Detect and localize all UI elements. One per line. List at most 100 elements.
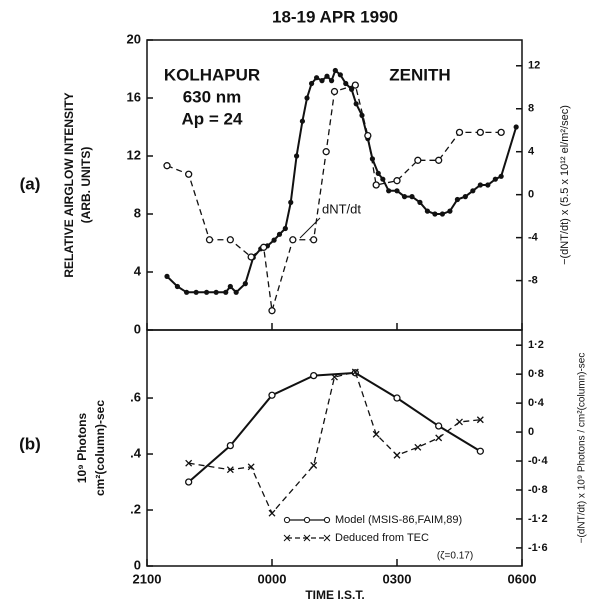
point <box>435 422 443 430</box>
annotation: Ap = 24 <box>182 109 243 128</box>
point <box>417 199 423 205</box>
y2-tick-label: 0·4 <box>528 397 545 409</box>
point <box>372 181 380 189</box>
series-line <box>166 68 518 294</box>
point <box>414 443 422 451</box>
point <box>409 194 415 200</box>
y-axis-label: 10⁹ Photons <box>75 412 89 483</box>
point <box>372 430 380 438</box>
point <box>227 283 233 290</box>
y2-tick-label: 4 <box>528 146 535 158</box>
point-x <box>247 463 255 471</box>
y2-tick-label: 0 <box>528 189 534 201</box>
point <box>226 441 234 450</box>
point <box>435 434 443 442</box>
title: 18-19 APR 1990 <box>272 7 398 26</box>
point <box>247 253 255 261</box>
point <box>375 170 381 176</box>
point-x <box>268 509 276 517</box>
y-tick-label: .4 <box>130 445 142 460</box>
annotation: 630 nm <box>183 87 242 106</box>
legend-marker <box>303 534 311 542</box>
point <box>174 283 181 290</box>
y-tick-label: .6 <box>130 389 141 404</box>
point <box>476 447 484 455</box>
point <box>293 153 300 159</box>
point-x <box>372 430 380 438</box>
panel-label: (a) <box>20 174 41 193</box>
point <box>432 211 438 217</box>
point <box>476 128 484 137</box>
point <box>247 463 255 471</box>
point <box>289 236 297 244</box>
y-tick-label: 16 <box>127 89 141 104</box>
point <box>310 461 318 469</box>
y-tick-label: 4 <box>134 263 142 278</box>
point-x <box>331 373 338 381</box>
point <box>351 81 359 89</box>
y2-tick-label: -1·6 <box>528 542 548 554</box>
point <box>233 289 239 295</box>
x-tick-label: 0300 <box>383 571 412 586</box>
point-x <box>185 459 193 467</box>
y-tick-label: 8 <box>134 205 141 220</box>
point <box>203 289 210 295</box>
point <box>439 211 446 217</box>
y-tick-label: 20 <box>127 31 141 46</box>
point <box>492 176 498 182</box>
point <box>185 170 193 178</box>
y-tick-label: 0 <box>134 321 141 336</box>
annotation: dNT/dt <box>322 201 361 216</box>
y-axis-label: RELATIVE AIRGLOW INTENSITY <box>62 92 76 277</box>
point <box>205 236 214 244</box>
point <box>393 394 401 402</box>
point <box>359 112 365 118</box>
point <box>260 243 268 251</box>
point <box>424 208 431 214</box>
point <box>282 225 288 232</box>
point <box>163 162 171 170</box>
point <box>213 289 219 295</box>
point <box>435 156 443 164</box>
point <box>454 196 461 203</box>
point <box>304 95 310 101</box>
point <box>185 478 193 486</box>
point <box>319 78 325 84</box>
point <box>310 236 318 244</box>
point <box>380 176 386 182</box>
y2-tick-label: 1·2 <box>528 339 544 351</box>
point <box>351 368 359 376</box>
point <box>331 373 338 381</box>
legend-marker <box>303 516 311 524</box>
y2-tick-label: 0·8 <box>528 368 544 380</box>
point <box>223 289 229 295</box>
point <box>183 289 190 295</box>
annotation: ZENITH <box>389 65 450 84</box>
y-tick-label: 12 <box>127 147 141 162</box>
y2-tick-label: 12 <box>528 60 540 72</box>
point <box>455 128 464 137</box>
legend-marker <box>283 534 291 542</box>
point <box>310 371 318 380</box>
point <box>324 73 330 79</box>
legend-note: (ζ=0.17) <box>437 551 473 562</box>
y-tick-label: .2 <box>130 501 141 516</box>
point <box>288 199 294 205</box>
point <box>322 148 330 156</box>
y2-axis-label: −(dNT/dt) x (5.5 x 10¹² el/m²/sec) <box>559 105 571 265</box>
point <box>497 128 505 137</box>
y-axis-label: (ARB. UNITS) <box>79 147 93 224</box>
y2-tick-label: 0 <box>528 426 534 438</box>
point <box>308 80 315 87</box>
point <box>447 208 453 214</box>
legend-label: Deduced from TEC <box>335 532 429 544</box>
x-tick-label: 0600 <box>508 571 537 586</box>
point-x <box>476 416 484 424</box>
point <box>164 273 170 279</box>
point <box>193 289 199 295</box>
legend-marker <box>323 534 331 542</box>
point <box>242 281 248 287</box>
x-axis-label: TIME I.S.T. <box>305 588 364 602</box>
point <box>337 72 343 78</box>
